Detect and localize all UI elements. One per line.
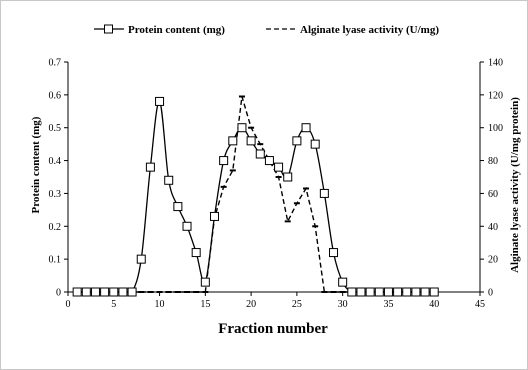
protein-point (292, 136, 302, 146)
protein-point (90, 287, 100, 297)
protein-point (420, 287, 430, 297)
protein-point (255, 149, 265, 159)
protein-point (118, 287, 128, 297)
y2-tick-labels: 0 20 40 60 80 100 120 140 (488, 58, 503, 299)
x-tick-label: 30 (338, 299, 348, 310)
protein-point (429, 287, 439, 297)
protein-point (219, 156, 229, 166)
protein-point (347, 287, 357, 297)
x-tick-label: 5 (111, 299, 116, 310)
x-tick-label: 35 (383, 299, 393, 310)
protein-point (155, 96, 165, 106)
y-tick-label: 0.1 (49, 255, 62, 266)
x-axis-title: Fraction number (218, 321, 328, 337)
protein-point (81, 287, 91, 297)
protein-point (136, 254, 146, 264)
y2-tick-label: 20 (488, 255, 498, 266)
y2-tick-label: 100 (488, 123, 503, 134)
protein-point (164, 175, 174, 185)
y2-axis-title: Alginate lyase activity (U/mg protein) (509, 97, 521, 273)
protein-point (109, 287, 119, 297)
y-tick-label: 0.2 (49, 222, 62, 233)
protein-point (72, 287, 82, 297)
protein-point (411, 287, 421, 297)
protein-point (228, 136, 238, 146)
protein-point (310, 139, 320, 149)
y-tick-label: 0.7 (49, 58, 62, 69)
protein-point (356, 287, 366, 297)
plot-area (72, 95, 439, 297)
protein-point (274, 162, 284, 172)
legend-label-activity: Alginate lyase activity (U/mg) (300, 24, 439, 36)
protein-point (319, 188, 329, 198)
y2-tick-label: 140 (488, 58, 503, 69)
y2-tick-label: 80 (488, 156, 498, 167)
x-tick-label: 45 (475, 299, 485, 310)
protein-point (182, 221, 192, 231)
protein-point (237, 123, 247, 133)
protein-point (264, 156, 274, 166)
protein-point (209, 211, 219, 221)
y-axis-title: Protein content (mg) (30, 116, 42, 213)
protein-point (246, 136, 256, 146)
protein-point (338, 277, 348, 287)
x-tick-label: 15 (200, 299, 210, 310)
series-activity-line (77, 96, 435, 293)
protein-point (393, 287, 403, 297)
y-tick-label: 0.3 (49, 189, 62, 200)
protein-point (200, 277, 210, 287)
y-tick-label: 0.4 (49, 156, 62, 167)
y-tick-label: 0 (56, 288, 61, 299)
x-tick-label: 20 (246, 299, 256, 310)
protein-point (365, 287, 375, 297)
x-tick-labels: 0 5 10 15 20 25 30 35 40 45 (66, 299, 486, 310)
legend: Protein content (mg) Alginate lyase acti… (94, 24, 439, 36)
protein-point (301, 123, 311, 133)
protein-point (191, 248, 201, 258)
legend-label-protein: Protein content (mg) (128, 24, 225, 36)
y2-tick-label: 120 (488, 90, 503, 101)
x-tick-label: 25 (292, 299, 302, 310)
y-tick-label: 0.6 (49, 90, 62, 101)
x-tick-label: 0 (66, 299, 71, 310)
y2-tick-label: 60 (488, 189, 498, 200)
y2-tick-label: 40 (488, 222, 498, 233)
protein-point (145, 162, 155, 172)
protein-point (127, 287, 137, 297)
x-tick-label: 10 (155, 299, 165, 310)
protein-point (173, 202, 183, 212)
x-tick-label: 40 (429, 299, 439, 310)
protein-point (402, 287, 412, 297)
protein-point (100, 287, 110, 297)
protein-point (329, 248, 339, 258)
legend-marker-protein (104, 24, 113, 34)
y-tick-labels: 0 0.1 0.2 0.3 0.4 0.5 0.6 0.7 (49, 58, 62, 299)
protein-point (374, 287, 384, 297)
protein-point (283, 172, 293, 182)
y2-tick-label: 0 (488, 288, 493, 299)
y-tick-label: 0.5 (49, 123, 62, 134)
protein-point (383, 287, 393, 297)
